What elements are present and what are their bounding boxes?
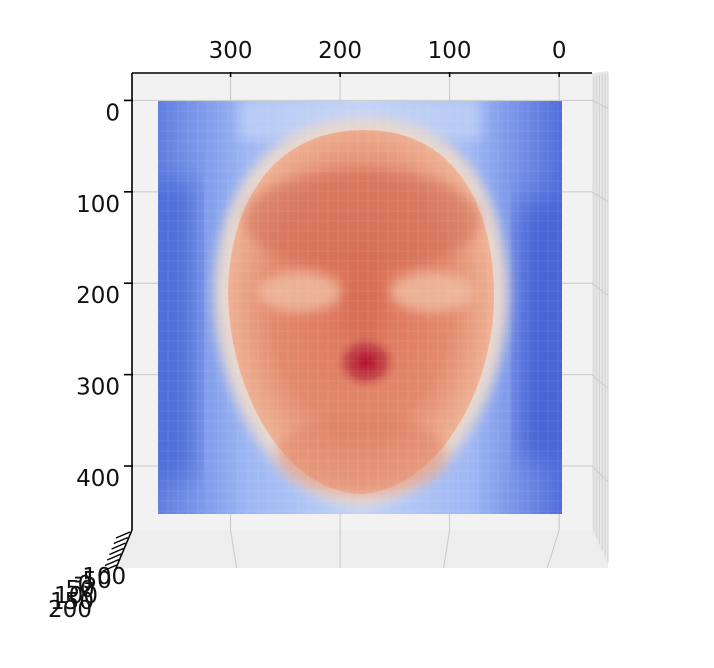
y-tick-label: 400 (76, 466, 120, 492)
z-tick-mark (106, 553, 122, 561)
x-tick-label: 0 (552, 38, 567, 64)
z-tick-label: 200 (48, 597, 92, 623)
x-tick-label: 200 (318, 38, 362, 64)
forehead (244, 170, 480, 270)
z-tick-mark (111, 542, 126, 550)
right-eye-region (390, 272, 474, 312)
nose-bridge (346, 245, 382, 355)
z-tick-mark (115, 531, 131, 539)
x-tick-label: 100 (428, 38, 472, 64)
z-tick-label: -50 (74, 568, 112, 594)
z-tick-label: 50 (65, 577, 94, 603)
side-pane-lines (593, 73, 609, 562)
z-tick-label: 150 (50, 589, 94, 615)
x-axis-ticks: 0 100 200 300 (209, 38, 567, 77)
z-tick-mark (102, 564, 118, 572)
z-axis-line (115, 529, 133, 569)
surface-dark-left (158, 180, 195, 480)
x-floor-gridline (443, 529, 451, 569)
nose-tip (334, 334, 398, 390)
y-tick-label: 100 (76, 192, 120, 218)
x-floor-gridline (230, 529, 238, 569)
z-tick-label: 100 (54, 583, 98, 609)
surface (158, 101, 562, 514)
left-eye-region (258, 272, 342, 312)
z-tick-mark (113, 536, 129, 545)
pixel-grid (158, 101, 562, 514)
floor-pane (116, 530, 608, 568)
y-axis-ticks: 0 100 200 300 400 (76, 99, 133, 492)
y-tick-label: 300 (76, 375, 120, 401)
z-tick-label: -100 (74, 564, 126, 590)
chin (277, 415, 447, 495)
y-tick-label: 200 (76, 283, 120, 309)
surface-dark-right (520, 200, 562, 460)
z-tick-label: 0 (78, 572, 93, 598)
z-tick-mark (109, 547, 124, 556)
y-tick-label: 0 (105, 100, 120, 126)
x-tick-label: 300 (209, 38, 253, 64)
x-floor-gridline (546, 529, 560, 569)
z-tick-mark (104, 558, 120, 567)
